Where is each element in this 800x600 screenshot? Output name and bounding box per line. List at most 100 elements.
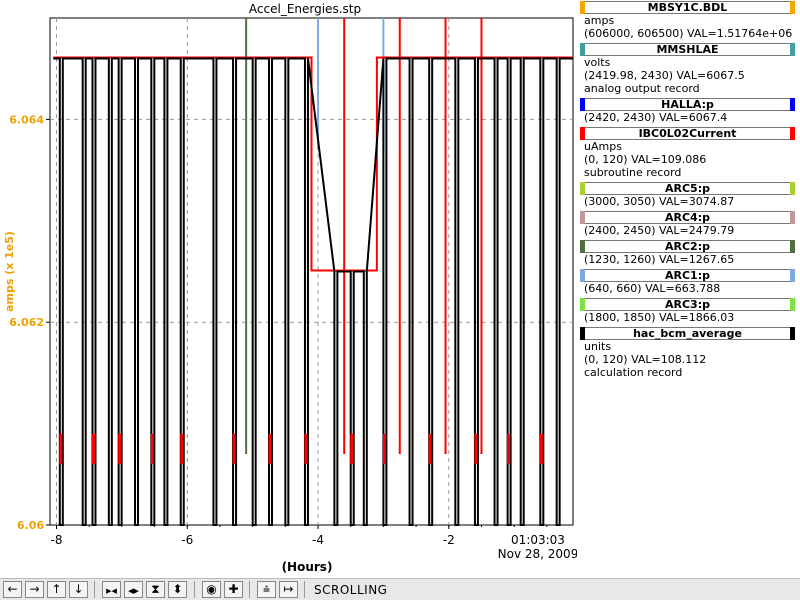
pan-down-button[interactable]: ↓ (69, 581, 88, 598)
scroll-arrow-icon: ↦ (283, 582, 294, 596)
y-tick-label: 6.06 (17, 519, 44, 532)
pan-left-button[interactable]: ← (3, 581, 22, 598)
legend-detail-line: (2400, 2450) VAL=2479.79 (584, 224, 735, 237)
legend-color-swatch (790, 298, 795, 311)
legend-item-label: ARC4:p (665, 211, 710, 224)
legend-detail-line: (3000, 3050) VAL=3074.87 (584, 195, 735, 208)
toolbar-separator (194, 581, 195, 598)
legend-item-label: HALLA:p (661, 98, 714, 111)
legend-detail-line: (0, 120) VAL=108.112 (584, 353, 707, 366)
date-readout: Nov 28, 2009 (498, 547, 577, 561)
x-tick-label: -8 (51, 533, 63, 547)
legend-detail-line: (1230, 1260) VAL=1267.65 (584, 253, 735, 266)
legend-item-mbsy1cbdl[interactable]: MBSY1C.BDL (580, 1, 795, 14)
legend-color-swatch (580, 43, 585, 56)
legend-color-swatch (790, 327, 795, 340)
legend-item-label: ARC5:p (665, 182, 710, 195)
legend-color-swatch (790, 182, 795, 195)
legend-color-swatch (790, 98, 795, 111)
legend-detail-line: (1800, 1850) VAL=1866.03 (584, 311, 735, 324)
scroll-status: SCROLLING (314, 583, 388, 597)
plot-area[interactable]: Accel_Energies.stp 6.06 6.062 6.064 amps (x … (0, 0, 577, 578)
legend-item-label: MMSHLAE (656, 43, 719, 56)
legend-color-swatch (580, 298, 585, 311)
add-button[interactable]: ✚ (224, 581, 243, 598)
legend-detail-line: units (584, 340, 612, 353)
legend-item-label: ARC1:p (665, 269, 710, 282)
axis-button[interactable]: ⩮ (257, 581, 276, 598)
zoom-out-y-button[interactable]: ⬍ (168, 581, 187, 598)
legend-color-swatch (790, 127, 795, 140)
legend-detail-line: calculation record (584, 366, 683, 379)
chart-title: Accel_Energies.stp (249, 2, 361, 16)
pan-up-button[interactable]: ↑ (47, 581, 66, 598)
zoom-out-y-icon: ⬍ (172, 582, 183, 596)
toolbar-separator (249, 581, 250, 598)
x-tick-label: -4 (312, 533, 324, 547)
legend-item-arc3p[interactable]: ARC3:p (580, 298, 795, 311)
zoom-in-y-button[interactable]: ⧗ (146, 581, 165, 598)
arrow-left-icon: ← (7, 582, 18, 596)
legend-item-hallap[interactable]: HALLA:p (580, 98, 795, 111)
legend-color-swatch (580, 327, 585, 340)
zoom-in-x-icon: ▶◀ (106, 587, 117, 595)
legend-color-swatch (580, 1, 585, 14)
axis-icon: ⩮ (262, 582, 270, 596)
legend-detail-line: uAmps (584, 140, 622, 153)
legend-detail-line: (640, 660) VAL=663.788 (584, 282, 721, 295)
zoom-out-x-icon: ◀▶ (128, 587, 139, 595)
pan-right-button[interactable]: → (25, 581, 44, 598)
y-tick-label: 6.062 (9, 316, 44, 329)
time-readout: 01:03:03 (511, 533, 565, 547)
arrow-right-icon: → (29, 582, 40, 596)
target-icon: ◉ (206, 582, 217, 596)
legend-color-swatch (790, 211, 795, 224)
legend-color-swatch (580, 182, 585, 195)
legend-item-hacbcmaverage[interactable]: hac_bcm_average (580, 327, 795, 340)
legend-detail-line: (2420, 2430) VAL=6067.4 (584, 111, 728, 124)
y-tick-label: 6.064 (9, 113, 44, 126)
legend-color-swatch (790, 269, 795, 282)
legend-item-label: hac_bcm_average (633, 327, 742, 340)
toolbar-separator (94, 581, 95, 598)
legend-detail-line: analog output record (584, 82, 700, 95)
legend-detail-line: amps (584, 14, 615, 27)
legend-detail-line: subroutine record (584, 166, 682, 179)
legend-color-swatch (580, 240, 585, 253)
legend-item-mmshlae[interactable]: MMSHLAE (580, 43, 795, 56)
legend-item-label: MBSY1C.BDL (647, 1, 728, 14)
arrow-down-icon: ↓ (73, 582, 84, 596)
x-axis-label: (Hours) (282, 560, 333, 574)
zoom-in-y-icon: ⧗ (151, 582, 160, 596)
legend-item-arc2p[interactable]: ARC2:p (580, 240, 795, 253)
autoscale-button[interactable]: ◉ (202, 581, 221, 598)
scroll-button[interactable]: ↦ (279, 581, 298, 598)
legend-color-swatch (580, 127, 585, 140)
legend-color-swatch (790, 1, 795, 14)
plus-icon: ✚ (228, 582, 239, 596)
toolbar-separator (304, 581, 305, 598)
legend-color-swatch (790, 43, 795, 56)
legend-color-swatch (580, 269, 585, 282)
legend-color-swatch (580, 211, 585, 224)
legend-item-label: IBC0L02Current (638, 127, 737, 140)
legend-item-arc5p[interactable]: ARC5:p (580, 182, 795, 195)
legend-detail-line: volts (584, 56, 611, 69)
x-tick-label: -6 (181, 533, 193, 547)
legend-item-arc1p[interactable]: ARC1:p (580, 269, 795, 282)
legend-color-swatch (790, 240, 795, 253)
legend-detail-line: (606000, 606500) VAL=1.51764e+06 (584, 27, 793, 40)
legend-detail-line: (2419.98, 2430) VAL=6067.5 (584, 69, 745, 82)
legend-color-swatch (580, 98, 585, 111)
legend-detail-line: (0, 120) VAL=109.086 (584, 153, 707, 166)
zoom-in-x-button[interactable]: ▶◀ (102, 581, 121, 598)
hac-bcm-trace (53, 57, 573, 526)
legend-item-label: ARC3:p (665, 298, 710, 311)
y-axis-label: amps (x 1e5) (3, 231, 16, 312)
legend-item-arc4p[interactable]: ARC4:p (580, 211, 795, 224)
x-tick-label: -2 (443, 533, 455, 547)
arrow-up-icon: ↑ (51, 582, 62, 596)
legend-item-ibc0l02current[interactable]: IBC0L02Current (580, 127, 795, 140)
toolbar: SCROLLING ← → ↑ ↓ ▶◀ ◀▶ ⧗ ⬍ ◉ ✚ ⩮ ↦ (0, 578, 800, 600)
zoom-out-x-button[interactable]: ◀▶ (124, 581, 143, 598)
